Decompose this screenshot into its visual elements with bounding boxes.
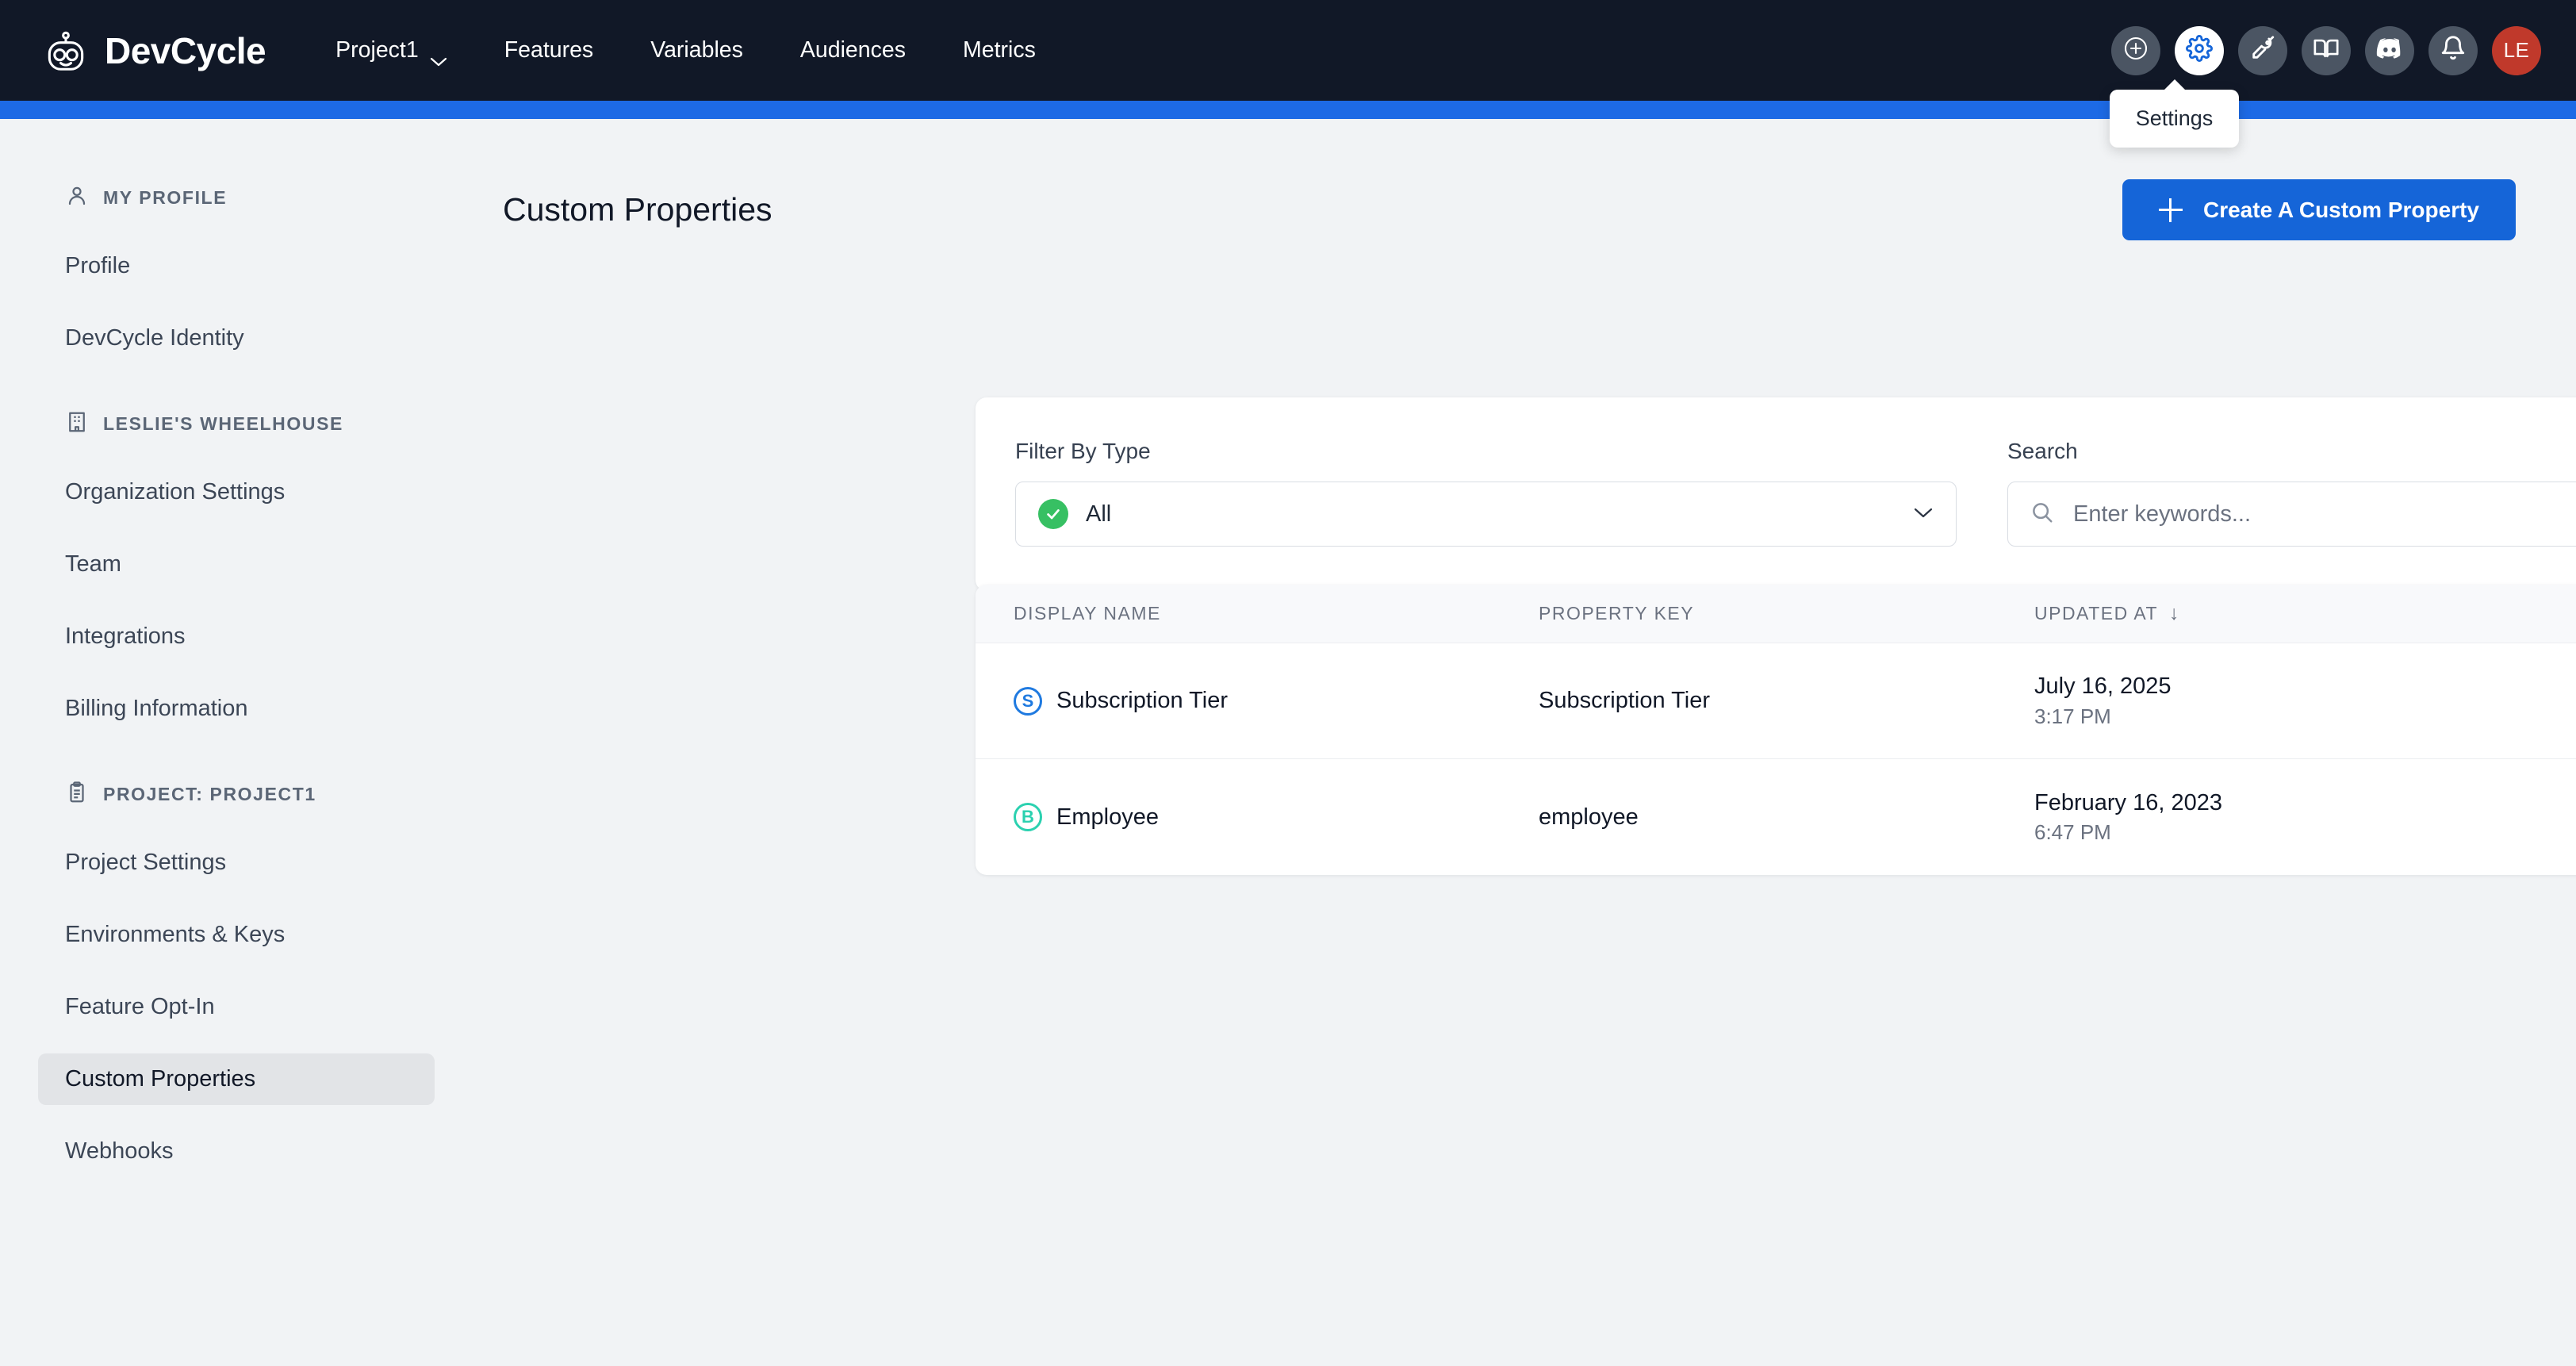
- user-icon: [65, 184, 89, 212]
- sidebar-group-project-header: PROJECT: PROJECT1: [0, 781, 473, 808]
- docs-book-icon-button[interactable]: [2302, 25, 2351, 75]
- cell-display-name: B Employee: [976, 803, 1539, 831]
- sidebar-item-devcycle-identity[interactable]: DevCycle Identity: [65, 325, 244, 351]
- discord-icon: [2376, 35, 2403, 66]
- project-selector-label: Project1: [335, 37, 419, 63]
- bell-icon: [2440, 35, 2467, 66]
- search-input[interactable]: [2073, 501, 2576, 528]
- search-icon: [2030, 501, 2054, 528]
- sidebar-group-label: LESLIE'S WHEELHOUSE: [103, 413, 343, 434]
- main-menu: Project1 Features Variables Audiences Me…: [307, 26, 1064, 75]
- nav-item-audiences[interactable]: Audiences: [799, 37, 906, 63]
- tooltip-label: Settings: [2135, 106, 2214, 130]
- sidebar-item-billing-information[interactable]: Billing Information: [65, 696, 248, 721]
- nav-item-variables[interactable]: Variables: [650, 37, 743, 63]
- string-type-icon: S: [1014, 686, 1042, 716]
- key-icon: [2249, 35, 2276, 66]
- sidebar-item-profile[interactable]: Profile: [65, 253, 131, 278]
- user-avatar[interactable]: LE: [2492, 25, 2541, 75]
- cell-updated-at: July 16, 2025 3:17 PM: [2034, 671, 2576, 730]
- sidebar-item-organization-settings[interactable]: Organization Settings: [65, 479, 286, 505]
- filters-card: Filter By Type All Search: [976, 397, 2576, 591]
- sidebar-group-my-profile-header: MY PROFILE: [0, 184, 473, 212]
- display-name-value: Employee: [1056, 804, 1159, 830]
- settings-gear-icon-button[interactable]: [2175, 25, 2224, 75]
- gear-icon: [2186, 35, 2213, 66]
- filter-by-type-value: All: [1086, 501, 1112, 527]
- notifications-bell-icon-button[interactable]: [2428, 25, 2478, 75]
- check-circle-icon: [1038, 499, 1068, 529]
- updated-date: July 16, 2025: [2034, 673, 2172, 700]
- sidebar-spacer: [0, 735, 473, 781]
- cell-property-key: employee: [1539, 804, 1639, 830]
- settings-tooltip: Settings: [2110, 79, 2239, 148]
- table-row[interactable]: S Subscription Tier Subscription Tier Ju…: [976, 643, 2576, 759]
- updated-time: 6:47 PM: [2034, 820, 2111, 845]
- search-box[interactable]: ×: [2007, 482, 2576, 547]
- page-title: Custom Properties: [503, 191, 772, 228]
- project-selector[interactable]: Project1: [307, 26, 476, 75]
- filter-by-type-field: Filter By Type All: [1015, 439, 1957, 547]
- updated-date: February 16, 2023: [2034, 789, 2222, 815]
- boolean-type-icon: B: [1014, 803, 1042, 831]
- sidebar-group-label: MY PROFILE: [103, 187, 228, 208]
- clipboard-icon: [65, 781, 89, 808]
- nav-item-metrics[interactable]: Metrics: [962, 37, 1036, 63]
- sidebar-group-organization-header: LESLIE'S WHEELHOUSE: [0, 410, 473, 438]
- top-navigation-bar: DevCycle Project1 Features Variables Aud…: [0, 0, 2576, 101]
- tooltip-arrow-icon: [2163, 79, 2186, 90]
- nav-item-features[interactable]: Features: [504, 37, 594, 63]
- cell-updated-at: February 16, 2023 6:47 PM: [2034, 788, 2576, 846]
- create-custom-property-label: Create A Custom Property: [2202, 197, 2479, 222]
- column-header-display-name[interactable]: DISPLAY NAME: [1014, 603, 1161, 624]
- page-header: Custom Properties Create A Custom Proper…: [473, 119, 2576, 240]
- plus-icon: [2158, 198, 2183, 222]
- cell-property-key: Subscription Tier: [1539, 688, 1710, 713]
- sidebar-item-team[interactable]: Team: [65, 551, 121, 577]
- search-label: Search: [2007, 439, 2078, 463]
- sidebar-item-webhooks[interactable]: Webhooks: [65, 1138, 174, 1164]
- updated-time: 3:17 PM: [2034, 704, 2111, 728]
- column-header-updated-at[interactable]: UPDATED AT ↓: [2034, 602, 2576, 625]
- chevron-down-icon: [1913, 506, 1934, 523]
- filter-by-type-label: Filter By Type: [1015, 439, 1151, 463]
- column-header-updated-at-label: UPDATED AT: [2034, 603, 2158, 624]
- book-icon: [2313, 35, 2340, 66]
- sidebar-item-feature-opt-in[interactable]: Feature Opt-In: [65, 994, 215, 1019]
- settings-sidebar: MY PROFILE Profile DevCycle Identity LES…: [0, 119, 473, 1366]
- column-header-property-key[interactable]: PROPERTY KEY: [1539, 603, 1695, 624]
- create-custom-property-button[interactable]: Create A Custom Property: [2122, 179, 2516, 240]
- sort-descending-arrow-icon: ↓: [2169, 602, 2180, 624]
- filter-by-type-select[interactable]: All: [1015, 482, 1957, 547]
- custom-properties-table: DISPLAY NAME PROPERTY KEY UPDATED AT ↓ S…: [976, 585, 2576, 875]
- display-name-value: Subscription Tier: [1056, 688, 1228, 713]
- main-content: Custom Properties Create A Custom Proper…: [473, 119, 2576, 875]
- brand-logo-link[interactable]: DevCycle: [41, 26, 266, 75]
- table-header-row: DISPLAY NAME PROPERTY KEY UPDATED AT ↓: [976, 585, 2576, 643]
- sidebar-item-environments-and-keys[interactable]: Environments & Keys: [65, 922, 286, 947]
- plus-circle-icon: [2122, 35, 2149, 66]
- cell-display-name: S Subscription Tier: [976, 686, 1539, 716]
- sidebar-item-integrations[interactable]: Integrations: [65, 624, 186, 649]
- devcycle-robot-logo-icon: [41, 26, 90, 75]
- search-field: Search ×: [2007, 439, 2576, 547]
- sidebar-group-label: PROJECT: PROJECT1: [103, 784, 316, 804]
- brand-name: DevCycle: [105, 29, 266, 71]
- chevron-down-icon: [430, 47, 447, 67]
- sidebar-spacer: [0, 364, 473, 410]
- plus-circle-icon-button[interactable]: [2111, 25, 2160, 75]
- building-icon: [65, 410, 89, 438]
- accent-stripe: [0, 101, 2576, 119]
- api-key-icon-button[interactable]: [2238, 25, 2287, 75]
- table-row[interactable]: B Employee employee February 16, 2023 6:…: [976, 759, 2576, 875]
- nav-icon-group: LE: [2111, 0, 2541, 101]
- sidebar-item-custom-properties[interactable]: Custom Properties: [38, 1053, 435, 1105]
- sidebar-item-project-settings[interactable]: Project Settings: [65, 850, 227, 875]
- discord-icon-button[interactable]: [2365, 25, 2414, 75]
